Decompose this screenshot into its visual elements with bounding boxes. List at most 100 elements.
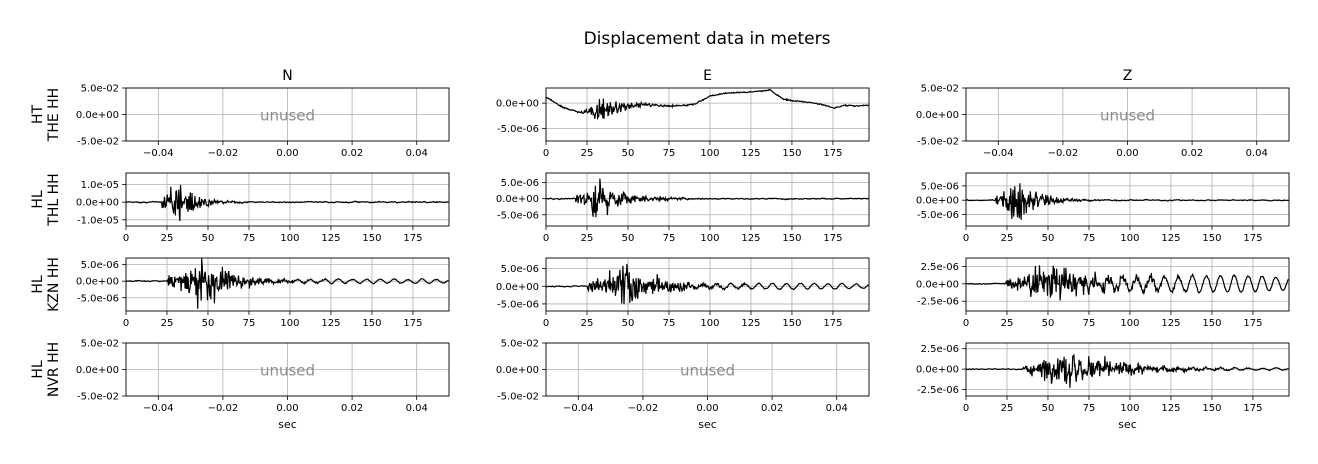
x-tick-label: 125 xyxy=(1161,233,1180,244)
y-tick-label: -5.0e-06 xyxy=(77,293,119,304)
waveform-line xyxy=(966,353,1289,388)
x-tick-label: 150 xyxy=(1202,233,1221,244)
y-tick-label: -2.5e-06 xyxy=(917,297,959,308)
panel-frame xyxy=(545,257,870,312)
x-tick-label: 25 xyxy=(581,148,594,159)
y-tick-label: 0.0e+00 xyxy=(916,196,959,207)
y-tick-label: 5.0e-06 xyxy=(921,181,959,192)
x-tick-label: 150 xyxy=(782,148,801,159)
unused-label: unused xyxy=(260,362,315,380)
x-tick-label: 125 xyxy=(1161,318,1180,329)
waveform-line xyxy=(546,263,869,305)
panel-the-n: −0.04 −0.02 0.00 0.02 0.04 5.0e-02 0.0e+00 -5.0… xyxy=(76,84,450,159)
x-tick-label: 125 xyxy=(741,318,760,329)
panel-frame xyxy=(965,257,1290,312)
x-axis-label: sec xyxy=(698,418,717,431)
y-tick-label: 0.0e+00 xyxy=(76,110,119,121)
panel-kzn-e: 0 25 50 75 100 125 150 175 5.0e-06 0.0e+00 -5.0e-0… xyxy=(496,257,870,329)
y-tick-label: -1.0e-05 xyxy=(77,215,119,226)
waveform-line xyxy=(546,88,869,121)
x-axis-label: sec xyxy=(1118,418,1137,431)
y-tick-label: 0.0e+00 xyxy=(916,279,959,290)
x-axis-label: sec xyxy=(278,418,297,431)
x-tick-label: 0 xyxy=(963,233,969,244)
waveform-line xyxy=(966,183,1289,220)
panel-frame xyxy=(545,172,870,227)
x-tick-label: 25 xyxy=(581,233,594,244)
y-tick-label: -5.0e-02 xyxy=(77,137,119,148)
x-tick-label: 25 xyxy=(161,318,174,329)
x-tick-label: 0.02 xyxy=(341,403,363,414)
row-label-station: THL HH xyxy=(46,173,62,226)
panel-the-z: −0.04 −0.02 0.00 0.02 0.04 5.0e-02 0.0e+00 -5.0… xyxy=(916,84,1290,159)
x-tick-label: 50 xyxy=(1042,233,1055,244)
y-tick-label: 5.0e-06 xyxy=(501,264,539,275)
unused-label: unused xyxy=(260,107,315,125)
x-tick-label: 0.00 xyxy=(276,403,298,414)
y-tick-label: 5.0e-02 xyxy=(921,84,959,95)
x-tick-label: 175 xyxy=(1243,403,1262,414)
y-tick-label: -5.0e-02 xyxy=(77,392,119,403)
y-tick-label: -5.0e-02 xyxy=(497,392,539,403)
x-tick-label: 150 xyxy=(782,233,801,244)
x-tick-label: 75 xyxy=(1083,233,1096,244)
x-tick-label: −0.02 xyxy=(208,403,239,414)
y-tick-label: -5.0e-06 xyxy=(497,124,539,135)
y-tick-label: 2.5e-06 xyxy=(921,262,959,273)
row-label-network: HL xyxy=(30,360,46,379)
row-label-network: HL xyxy=(30,275,46,294)
column-title-n: N xyxy=(282,68,292,84)
row-label: HL THL HH xyxy=(30,173,62,226)
row-label: HT THE HH xyxy=(30,88,62,142)
y-tick-label: 1.0e-05 xyxy=(81,180,119,191)
y-tick-label: 0.0e+00 xyxy=(496,365,539,376)
x-tick-label: 125 xyxy=(741,148,760,159)
x-tick-label: 175 xyxy=(403,233,422,244)
x-tick-label: 0.02 xyxy=(761,403,783,414)
y-tick-label: -2.5e-06 xyxy=(917,385,959,396)
x-tick-label: 100 xyxy=(700,233,719,244)
row-label-station: NVR HH xyxy=(46,342,62,397)
y-tick-label: 0.0e+00 xyxy=(76,365,119,376)
x-tick-label: 100 xyxy=(700,148,719,159)
x-tick-label: −0.02 xyxy=(628,403,659,414)
panel-nvr-e: −0.04 −0.02 0.00 0.02 0.04 5.0e-02 0.0e+00 -5.0… xyxy=(496,339,870,414)
y-tick-label: 0.0e+00 xyxy=(76,198,119,209)
x-tick-label: 100 xyxy=(280,233,299,244)
x-tick-label: 150 xyxy=(362,233,381,244)
x-tick-label: −0.02 xyxy=(208,148,239,159)
panel-frame xyxy=(125,172,450,227)
x-tick-label: 0.00 xyxy=(1116,148,1138,159)
row-label-network: HT xyxy=(30,105,46,125)
x-tick-label: 100 xyxy=(700,318,719,329)
y-tick-label: -5.0e-06 xyxy=(917,210,959,221)
x-tick-label: −0.04 xyxy=(143,403,174,414)
x-tick-label: 50 xyxy=(622,318,635,329)
panel-thl-z: 0 25 50 75 100 125 150 175 5.0e-06 0.0e+00 -5.0e-0… xyxy=(916,172,1290,244)
x-tick-label: 175 xyxy=(823,318,842,329)
y-tick-label: 0.0e+00 xyxy=(916,110,959,121)
panel-frame xyxy=(545,87,870,142)
x-tick-label: 100 xyxy=(280,318,299,329)
x-tick-label: 0.00 xyxy=(276,148,298,159)
x-tick-label: 100 xyxy=(1120,318,1139,329)
x-tick-label: 150 xyxy=(782,318,801,329)
row-label-station: THE HH xyxy=(46,88,62,142)
x-tick-label: −0.04 xyxy=(143,148,174,159)
x-tick-label: 50 xyxy=(1042,318,1055,329)
x-tick-label: 125 xyxy=(321,318,340,329)
x-tick-label: 50 xyxy=(202,233,215,244)
x-tick-label: 125 xyxy=(1161,403,1180,414)
row-label-network: HL xyxy=(30,190,46,209)
panel-kzn-z: 0 25 50 75 100 125 150 175 2.5e-06 0.0e+00 -2.5e-0… xyxy=(916,257,1290,329)
y-tick-label: 0.0e+00 xyxy=(496,194,539,205)
x-tick-label: 100 xyxy=(1120,403,1139,414)
x-tick-label: 175 xyxy=(823,233,842,244)
x-tick-label: 50 xyxy=(622,148,635,159)
y-tick-label: 0.0e+00 xyxy=(496,99,539,110)
x-tick-label: 75 xyxy=(243,318,256,329)
x-tick-label: 75 xyxy=(663,148,676,159)
x-tick-label: 25 xyxy=(161,233,174,244)
row-label: HL NVR HH xyxy=(30,342,62,397)
panel-frame xyxy=(545,342,870,397)
